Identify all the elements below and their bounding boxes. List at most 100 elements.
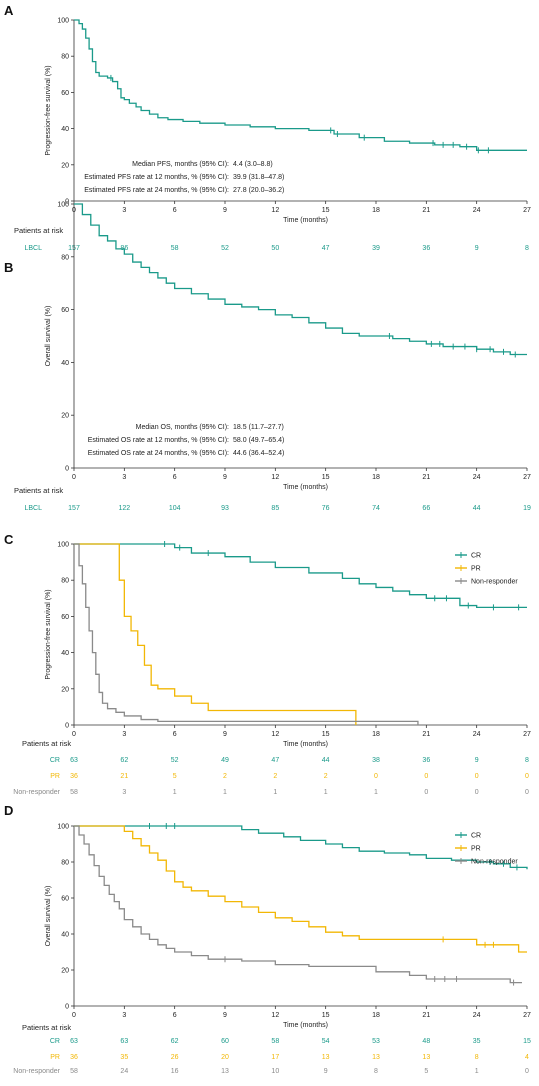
risk-value: 36 — [70, 773, 78, 780]
y-tick-label: 20 — [61, 968, 69, 975]
legend-label-cr: CR — [471, 553, 481, 560]
risk-value: 2 — [273, 773, 277, 780]
y-tick-label: 0 — [65, 1004, 69, 1011]
risk-value: 38 — [372, 757, 380, 764]
x-tick-label: 9 — [223, 474, 227, 481]
x-tick-label: 21 — [422, 731, 430, 738]
risk-value: 36 — [70, 1054, 78, 1061]
x-tick-label: 3 — [122, 474, 126, 481]
risk-value: 60 — [221, 1038, 229, 1045]
risk-value: 0 — [525, 773, 529, 780]
risk-value: 47 — [271, 757, 279, 764]
x-tick-label: 12 — [271, 731, 279, 738]
x-tick-label: 6 — [173, 731, 177, 738]
panel-a: A0204060801000369121518212427Time (month… — [4, 3, 531, 252]
risk-value: 0 — [374, 773, 378, 780]
risk-value: 24 — [120, 1068, 128, 1075]
x-tick-label: 15 — [322, 1012, 330, 1019]
legend-label-pr: PR — [471, 846, 481, 853]
risk-value: 44 — [322, 757, 330, 764]
x-tick-label: 27 — [523, 207, 531, 214]
legend-label-nr: Non-responder — [471, 579, 518, 586]
risk-value: 157 — [68, 505, 80, 512]
y-tick-label: 0 — [65, 199, 69, 206]
risk-row-label: Non-responder — [13, 789, 60, 796]
x-tick-label: 9 — [223, 1012, 227, 1019]
risk-value: 66 — [422, 505, 430, 512]
y-tick-label: 60 — [61, 307, 69, 314]
risk-value: 13 — [322, 1054, 330, 1061]
risk-value: 10 — [271, 1068, 279, 1075]
risk-value: 36 — [422, 757, 430, 764]
stat-label: Estimated PFS rate at 24 months, % (95% … — [84, 187, 229, 194]
x-tick-label: 0 — [72, 474, 76, 481]
x-tick-label: 24 — [473, 1012, 481, 1019]
y-tick-label: 100 — [57, 202, 69, 209]
risk-value: 76 — [322, 505, 330, 512]
stat-label: Estimated PFS rate at 12 months, % (95% … — [84, 174, 229, 181]
risk-value: 74 — [372, 505, 380, 512]
risk-row-label: CR — [50, 1038, 60, 1045]
x-tick-label: 21 — [422, 474, 430, 481]
series-line-pr — [74, 825, 527, 953]
x-tick-label: 15 — [322, 474, 330, 481]
risk-value: 58 — [271, 1038, 279, 1045]
stat-label: Median PFS, months (95% CI): — [132, 161, 229, 168]
risk-value: 26 — [171, 1054, 179, 1061]
x-tick-label: 15 — [322, 207, 330, 214]
x-tick-label: 21 — [422, 1012, 430, 1019]
x-tick-label: 6 — [173, 1012, 177, 1019]
risk-value: 47 — [322, 245, 330, 252]
risk-value: 93 — [221, 505, 229, 512]
risk-value: 8 — [374, 1068, 378, 1075]
x-tick-label: 27 — [523, 474, 531, 481]
risk-value: 0 — [424, 773, 428, 780]
risk-value: 9 — [324, 1068, 328, 1075]
risk-value: 17 — [271, 1054, 279, 1061]
stat-value: 27.8 (20.0–36.2) — [233, 187, 284, 194]
x-tick-label: 0 — [72, 731, 76, 738]
x-axis-label: Time (months) — [283, 1022, 328, 1029]
y-axis-label: Overall survival (%) — [45, 886, 52, 947]
risk-value: 1 — [374, 789, 378, 796]
risk-value: 39 — [372, 245, 380, 252]
series-line-cr — [74, 543, 527, 608]
risk-value: 0 — [424, 789, 428, 796]
stat-value: 4.4 (3.0–8.8) — [233, 161, 273, 168]
risk-value: 35 — [473, 1038, 481, 1045]
y-tick-label: 100 — [57, 18, 69, 25]
risk-value: 62 — [171, 1038, 179, 1045]
panel-letter: A — [4, 3, 14, 18]
risk-table-title: Patients at risk — [22, 739, 71, 748]
y-tick-label: 60 — [61, 896, 69, 903]
risk-value: 15 — [523, 1038, 531, 1045]
panel-letter: B — [4, 260, 13, 275]
risk-value: 9 — [475, 757, 479, 764]
x-axis-label: Time (months) — [283, 217, 328, 224]
y-tick-label: 40 — [61, 360, 69, 367]
legend-label-cr: CR — [471, 833, 481, 840]
y-tick-label: 80 — [61, 860, 69, 867]
legend-label-pr: PR — [471, 566, 481, 573]
risk-value: 21 — [120, 773, 128, 780]
stat-label: Estimated OS rate at 12 months, % (95% C… — [88, 437, 229, 444]
series-line-cr — [74, 825, 528, 870]
x-tick-label: 6 — [173, 207, 177, 214]
risk-value: 3 — [122, 789, 126, 796]
risk-table-title: Patients at risk — [14, 486, 63, 495]
risk-value: 104 — [169, 505, 181, 512]
risk-value: 5 — [173, 773, 177, 780]
x-tick-label: 24 — [473, 731, 481, 738]
risk-value: 8 — [525, 757, 529, 764]
risk-value: 16 — [171, 1068, 179, 1075]
stat-value: 44.6 (36.4–52.4) — [233, 450, 284, 457]
risk-value: 1 — [475, 1068, 479, 1075]
risk-value: 53 — [372, 1038, 380, 1045]
risk-value: 0 — [475, 789, 479, 796]
series-line-pr — [74, 543, 357, 725]
risk-table-title: Patients at risk — [14, 226, 63, 235]
x-tick-label: 12 — [271, 1012, 279, 1019]
